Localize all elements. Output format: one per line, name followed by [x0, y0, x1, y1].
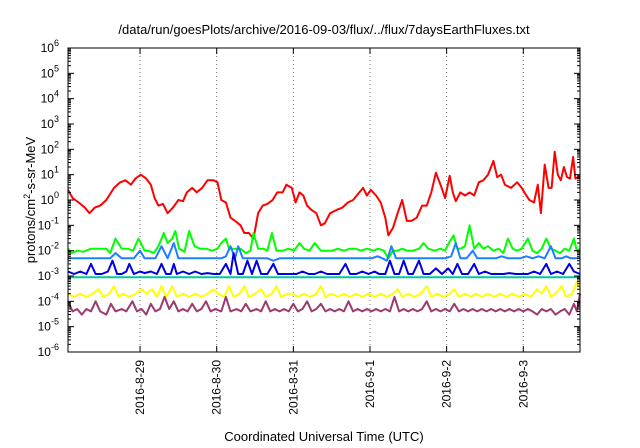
y-tick-base: 10: [41, 142, 55, 156]
x-tick-label: 2016-8-30: [210, 360, 224, 415]
y-tick-base: 10: [38, 320, 52, 334]
y-tick-exponent: 1: [54, 165, 59, 175]
grid: [139, 48, 524, 352]
series-line-6: [67, 280, 581, 298]
series-line-3: [68, 242, 580, 262]
y-tick-exponent: -1: [51, 215, 59, 225]
y-tick-exponent: -2: [51, 241, 59, 251]
series-line-2: [67, 224, 581, 260]
x-tick-label: 2016-8-31: [286, 360, 300, 415]
y-tick-label: 102: [41, 139, 59, 156]
y-tick-label: 100: [41, 190, 59, 207]
y-tick-base: 10: [41, 117, 55, 131]
series-line-7: [67, 293, 581, 316]
y-tick-base: 10: [38, 345, 52, 359]
y-axis-label-sup: 2: [22, 194, 32, 199]
y-tick-label: 10-1: [38, 215, 59, 232]
x-axis-label: Coordinated Universal Time (UTC): [224, 429, 423, 444]
chart-title: /data/run/goesPlots/archive/2016-09-03/f…: [118, 22, 530, 37]
x-tick-label: 2016-9-2: [440, 360, 454, 408]
y-tick-exponent: 5: [54, 63, 59, 73]
y-tick-base: 10: [41, 168, 55, 182]
y-tick-base: 10: [41, 193, 55, 207]
y-tick-label: 106: [41, 38, 59, 55]
x-tick-label: 2016-9-3: [516, 360, 530, 408]
axes: 2016-8-29 2016-8-30 2016-8-31 2016-9-1 2016-…: [38, 38, 581, 415]
y-tick-label: 10-5: [38, 317, 59, 334]
x-tick-label: 2016-8-29: [133, 360, 147, 415]
y-tick-base: 10: [38, 294, 52, 308]
y-axis-label: protons/cm2-s-sr-MeV: [22, 136, 38, 263]
series-line-4: [67, 252, 581, 275]
y-tick-exponent: 4: [54, 89, 59, 99]
y-tick-exponent: -4: [51, 291, 59, 301]
series-layer: [67, 150, 581, 316]
y-tick-exponent: 6: [54, 38, 59, 48]
y-tick-exponent: -3: [51, 266, 59, 276]
y-tick-exponent: -5: [51, 317, 59, 327]
series-line-1: [67, 150, 580, 240]
y-tick-exponent: 2: [54, 139, 59, 149]
y-tick-label: 101: [41, 165, 59, 182]
y-tick-base: 10: [38, 218, 52, 232]
y-tick-label: 10-6: [38, 342, 59, 359]
y-tick-label: 103: [41, 114, 59, 131]
y-tick-base: 10: [41, 66, 55, 80]
y-tick-label: 10-2: [38, 241, 59, 258]
y-tick-exponent: -6: [51, 342, 59, 352]
y-tick-label: 105: [41, 63, 59, 80]
y-tick-label: 10-4: [38, 291, 59, 308]
y-tick-exponent: 3: [54, 114, 59, 124]
y-tick-base: 10: [38, 244, 52, 258]
y-tick-base: 10: [41, 92, 55, 106]
x-tick-label: 2016-9-1: [363, 360, 377, 408]
y-axis-label-post: -s-sr-MeV: [23, 136, 38, 193]
y-tick-base: 10: [41, 41, 55, 55]
y-tick-base: 10: [38, 269, 52, 283]
plot-border: [67, 47, 581, 353]
y-tick-label: 104: [41, 89, 59, 106]
y-tick-label: 10-3: [38, 266, 59, 283]
y-tick-exponent: 0: [54, 190, 59, 200]
y-axis-label-pre: protons/cm: [23, 199, 38, 263]
